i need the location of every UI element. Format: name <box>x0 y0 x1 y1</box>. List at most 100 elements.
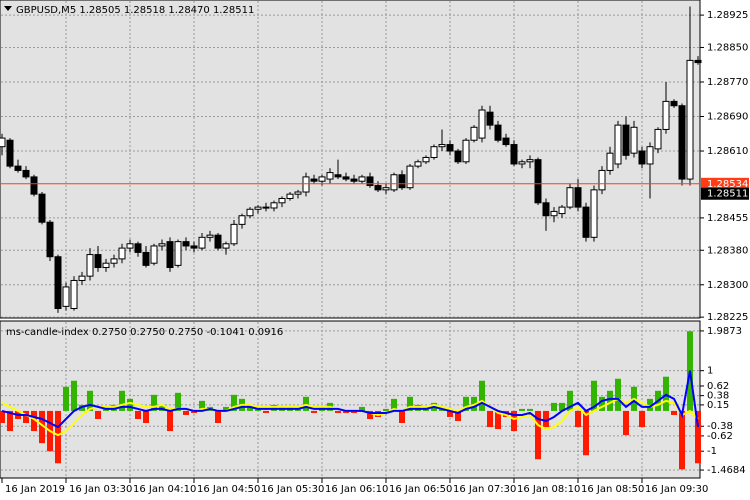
histogram-bar <box>119 390 125 411</box>
candle-body <box>86 254 94 277</box>
candle-body <box>398 174 406 189</box>
histogram-bar <box>7 410 13 432</box>
candle-body <box>454 150 462 163</box>
y-tick-label: 0.38 <box>707 391 729 402</box>
histogram-bar <box>527 408 533 411</box>
candle-body <box>574 187 582 208</box>
candle-body <box>358 176 366 182</box>
candle-body <box>214 234 222 249</box>
x-tick-label: 16 Jan 06:50 <box>389 484 452 495</box>
candle-body <box>654 128 662 150</box>
candle-body <box>494 124 502 141</box>
histogram-bar <box>583 410 589 456</box>
indicator-title: ms-candle-index 0.2750 0.2750 0.2750 -0.… <box>6 327 283 338</box>
y-tick-label: 1.9873 <box>707 326 742 337</box>
histogram-bar <box>607 390 613 411</box>
candle-body <box>262 206 270 209</box>
histogram-bar <box>175 392 181 411</box>
histogram-bar <box>199 400 205 411</box>
candle-body <box>686 59 694 180</box>
candle-body <box>206 234 214 238</box>
histogram-bar <box>367 410 373 419</box>
histogram-bar <box>223 406 229 411</box>
candle-body <box>294 191 302 195</box>
candle-body <box>406 165 414 189</box>
y-tick-label: 1.28300 <box>707 280 748 291</box>
candle-body <box>190 245 198 249</box>
price-label-box <box>701 187 749 200</box>
histogram-bar <box>95 410 101 419</box>
candle-body <box>150 245 158 264</box>
x-tick-label: 16 Jan 08:10 <box>517 484 580 495</box>
histogram-bar <box>463 396 469 411</box>
histogram-bar <box>135 410 141 419</box>
histogram-bar <box>87 390 93 411</box>
price-label: 1.28511 <box>707 189 748 200</box>
candle-body <box>54 256 62 310</box>
x-tick-label: 16 Jan 08:50 <box>581 484 644 495</box>
candle-body <box>382 187 390 191</box>
y-tick-label: 1.28850 <box>707 42 748 53</box>
main-pane <box>0 0 701 319</box>
histogram-bar <box>647 398 653 411</box>
histogram-bar <box>495 410 501 430</box>
candle-body <box>134 243 142 253</box>
histogram-bar <box>551 402 557 411</box>
candle-body <box>390 174 398 191</box>
candle-body <box>342 176 350 180</box>
candle-body <box>502 137 510 146</box>
y-tick-label: 1.28610 <box>707 146 748 157</box>
histogram-bar <box>671 410 677 415</box>
y-tick-label: 0.62 <box>707 381 729 392</box>
x-tick-label: 16 Jan 04:50 <box>197 484 260 495</box>
histogram-bar <box>295 408 301 411</box>
y-tick-label: 1.28925 <box>707 10 748 21</box>
histogram-bar <box>23 410 29 424</box>
candle-body <box>46 221 54 258</box>
x-tick-label: 16 Jan 07:30 <box>453 484 516 495</box>
chart-title: GBPUSD,M5 1.28505 1.28518 1.28470 1.2851… <box>16 5 254 16</box>
histogram-bar <box>455 410 461 421</box>
indicator-line <box>1 370 699 429</box>
candle-body <box>182 241 190 247</box>
histogram-bar <box>543 410 549 428</box>
candle-body <box>558 206 566 215</box>
candle-body <box>590 189 598 238</box>
y-tick-label: -0.62 <box>707 431 733 442</box>
y-tick-label: -0.38 <box>707 421 733 432</box>
histogram-bar <box>623 410 629 436</box>
candle-body <box>414 161 422 167</box>
histogram-bar <box>391 398 397 411</box>
histogram-bar <box>255 408 261 411</box>
candle-body <box>598 169 606 191</box>
candle-body <box>246 208 254 217</box>
candle-body <box>318 176 326 182</box>
candle-body <box>142 251 150 266</box>
histogram-bar <box>31 410 37 432</box>
x-tick-label: 16 Jan 2019 <box>5 484 65 495</box>
candle-body <box>22 169 30 178</box>
candle-body <box>158 243 166 247</box>
candle-body <box>270 202 278 209</box>
x-tick-label: 16 Jan 05:30 <box>261 484 324 495</box>
candle-body <box>622 124 630 156</box>
candle-body <box>302 176 310 193</box>
histogram-bar <box>535 410 541 460</box>
histogram-bar <box>63 386 69 411</box>
candle-body <box>486 111 494 126</box>
histogram-bar <box>639 410 645 428</box>
histogram-bar <box>399 410 405 424</box>
candle-body <box>110 258 118 264</box>
y-tick-label: 1.28770 <box>707 77 748 88</box>
candle-body <box>70 279 78 310</box>
candle-body <box>446 144 454 152</box>
histogram-bar <box>71 380 77 411</box>
candle-body <box>94 254 102 269</box>
histogram-bar <box>143 410 149 424</box>
y-tick-label: 0.15 <box>707 400 729 411</box>
histogram-bar <box>335 410 341 413</box>
histogram-bar <box>151 394 157 411</box>
candle-body <box>470 126 478 141</box>
candle-body <box>102 262 110 269</box>
